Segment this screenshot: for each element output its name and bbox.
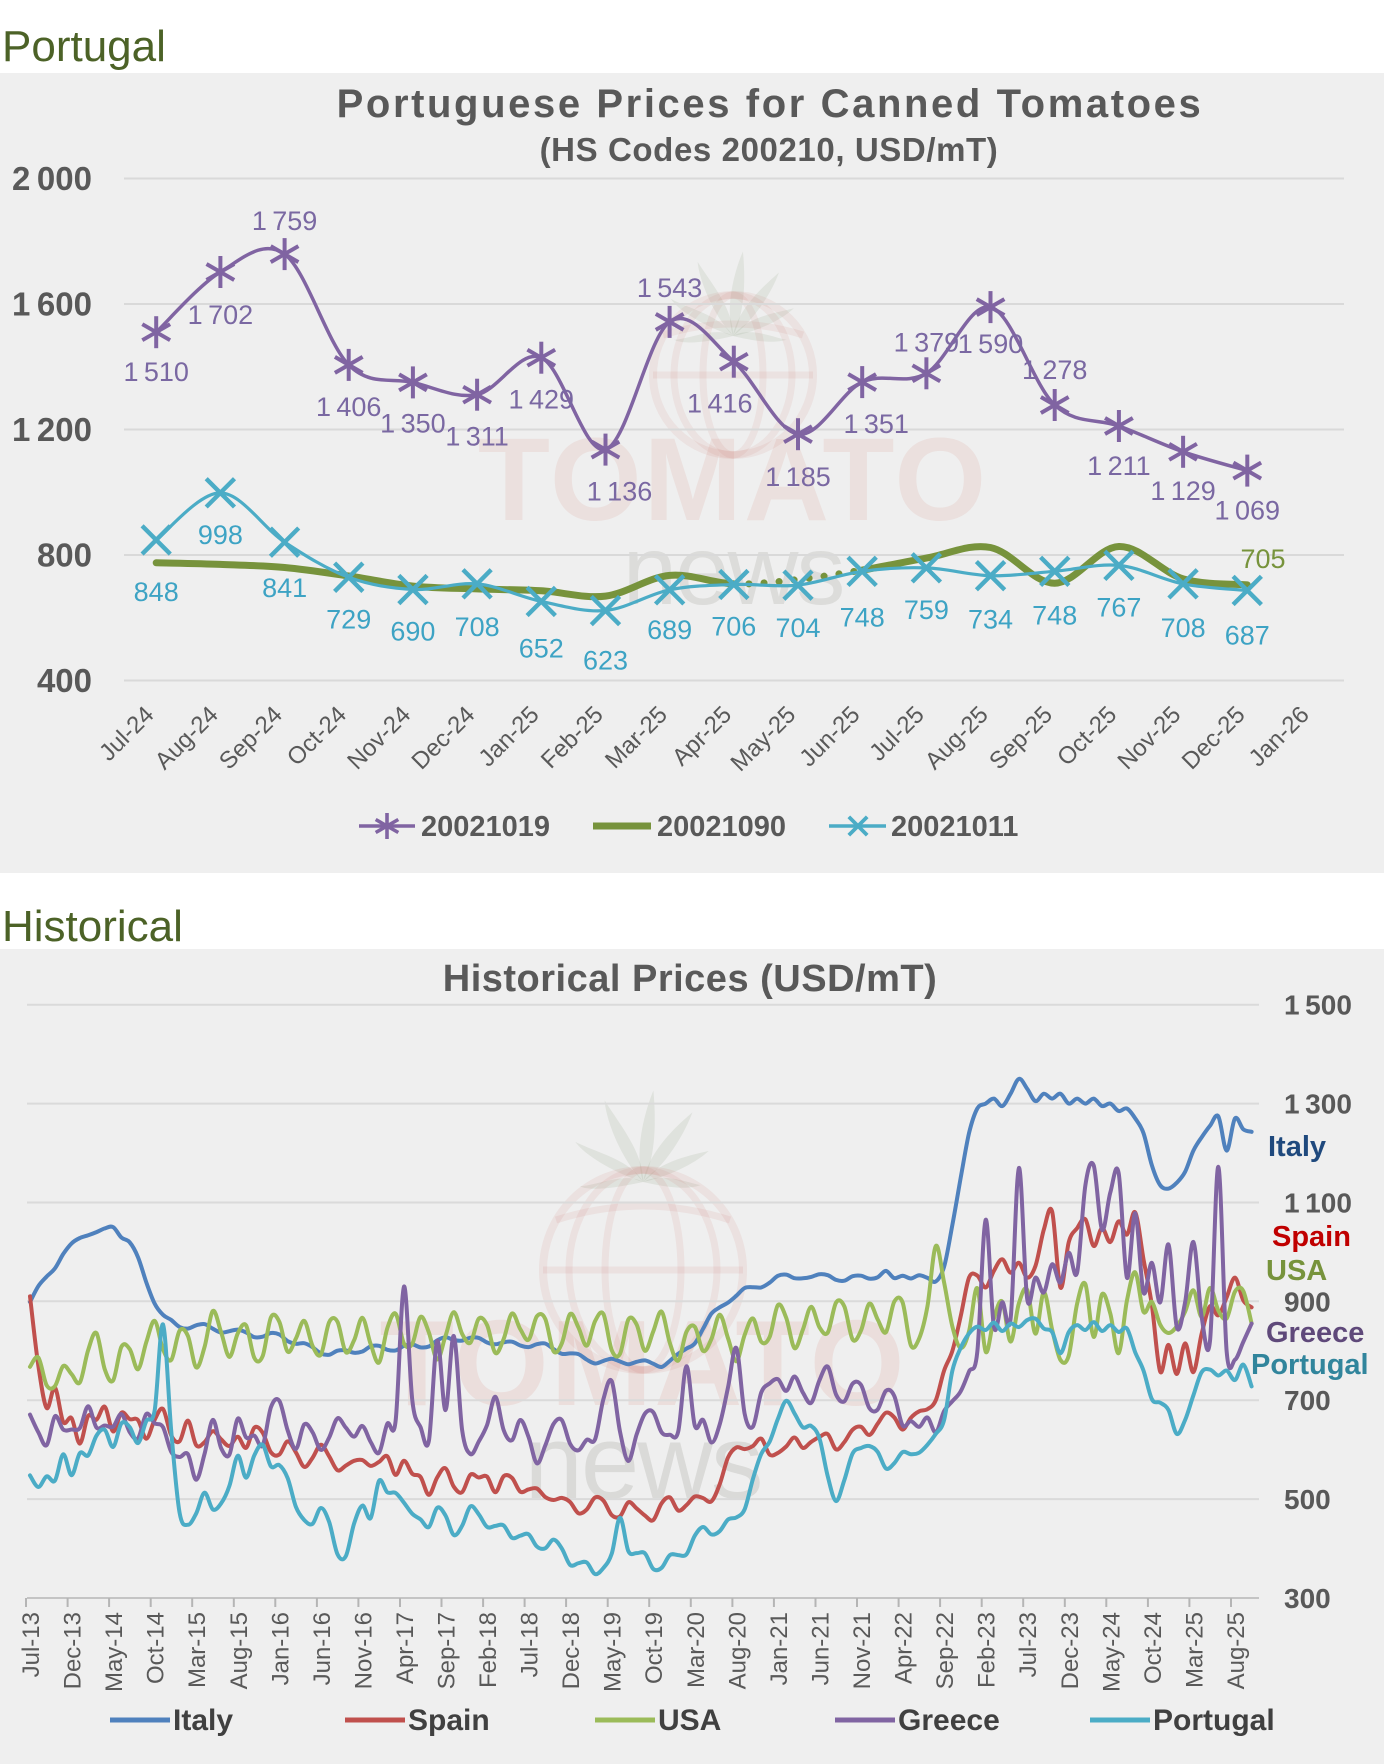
svg-text:1 129: 1 129 — [1150, 476, 1215, 506]
svg-text:1 759: 1 759 — [252, 206, 317, 236]
svg-text:841: 841 — [262, 573, 307, 603]
svg-text:(HS Codes 200210, USD/mT): (HS Codes 200210, USD/mT) — [540, 131, 999, 168]
svg-text:687: 687 — [1225, 621, 1270, 651]
svg-text:Italy: Italy — [173, 1704, 233, 1737]
svg-text:Aug-15: Aug-15 — [226, 1612, 253, 1689]
svg-text:Feb-23: Feb-23 — [974, 1612, 1001, 1688]
svg-text:800: 800 — [37, 537, 92, 574]
svg-text:1 351: 1 351 — [843, 409, 908, 439]
svg-text:704: 704 — [775, 613, 820, 643]
svg-text:848: 848 — [134, 577, 179, 607]
svg-text:Nov-16: Nov-16 — [350, 1612, 377, 1689]
svg-text:Mar-15: Mar-15 — [184, 1612, 211, 1688]
svg-text:news: news — [623, 515, 844, 625]
svg-text:1 600: 1 600 — [12, 286, 92, 323]
svg-text:1 278: 1 278 — [1022, 355, 1087, 385]
svg-text:700: 700 — [1284, 1385, 1331, 1416]
svg-text:Nov-21: Nov-21 — [849, 1612, 876, 1689]
svg-text:1 300: 1 300 — [1284, 1089, 1352, 1120]
svg-text:Dec-18: Dec-18 — [558, 1612, 585, 1689]
svg-text:1 200: 1 200 — [12, 411, 92, 448]
svg-text:TOMATO: TOMATO — [478, 414, 988, 546]
svg-text:Greece: Greece — [898, 1704, 1000, 1737]
svg-text:1 379: 1 379 — [894, 327, 959, 357]
svg-text:1 136: 1 136 — [587, 477, 652, 507]
svg-text:USA: USA — [658, 1704, 721, 1737]
svg-text:2 000: 2 000 — [12, 160, 92, 197]
svg-text:20021090: 20021090 — [657, 811, 786, 843]
svg-text:1 500: 1 500 — [1284, 990, 1352, 1021]
svg-text:998: 998 — [198, 520, 243, 550]
svg-text:400: 400 — [37, 662, 92, 699]
svg-text:USA: USA — [1266, 1255, 1327, 1287]
svg-text:Oct-14: Oct-14 — [143, 1612, 170, 1684]
svg-text:708: 708 — [455, 612, 500, 642]
svg-text:May-19: May-19 — [600, 1612, 627, 1692]
svg-text:Jul-18: Jul-18 — [517, 1612, 544, 1677]
svg-text:Jun-21: Jun-21 — [808, 1612, 835, 1685]
svg-text:1 510: 1 510 — [123, 357, 188, 387]
svg-text:Jun-16: Jun-16 — [309, 1612, 336, 1685]
svg-text:Sep-17: Sep-17 — [434, 1612, 461, 1689]
svg-text:20021011: 20021011 — [891, 811, 1018, 843]
svg-text:Jul-23: Jul-23 — [1015, 1612, 1042, 1677]
svg-text:1 100: 1 100 — [1284, 1188, 1352, 1219]
svg-text:Portugal: Portugal — [1153, 1704, 1275, 1737]
svg-text:Apr-22: Apr-22 — [891, 1612, 918, 1684]
svg-text:1 590: 1 590 — [958, 329, 1023, 359]
svg-text:Apr-17: Apr-17 — [392, 1612, 419, 1684]
svg-text:734: 734 — [968, 605, 1013, 635]
svg-text:690: 690 — [390, 617, 435, 647]
svg-text:748: 748 — [840, 602, 885, 632]
svg-text:652: 652 — [519, 633, 564, 663]
svg-text:1 350: 1 350 — [380, 408, 445, 438]
svg-text:689: 689 — [647, 615, 692, 645]
svg-text:1 543: 1 543 — [637, 273, 702, 303]
svg-text:Feb-18: Feb-18 — [475, 1612, 502, 1688]
svg-text:May-24: May-24 — [1098, 1612, 1125, 1692]
svg-text:Spain: Spain — [1272, 1221, 1351, 1253]
svg-text:1 429: 1 429 — [509, 385, 574, 415]
svg-text:Oct-19: Oct-19 — [641, 1612, 668, 1684]
svg-text:Portuguese Prices for Canned T: Portuguese Prices for Canned Tomatoes — [337, 82, 1204, 126]
svg-text:Italy: Italy — [1268, 1131, 1326, 1163]
svg-text:Historical Prices (USD/mT): Historical Prices (USD/mT) — [443, 958, 937, 1000]
svg-text:1 069: 1 069 — [1215, 496, 1280, 526]
svg-text:706: 706 — [711, 612, 756, 642]
svg-text:1 702: 1 702 — [188, 300, 253, 330]
svg-text:20021019: 20021019 — [421, 811, 550, 843]
svg-text:Sep-22: Sep-22 — [932, 1612, 959, 1689]
svg-text:1 416: 1 416 — [687, 389, 752, 419]
svg-text:767: 767 — [1096, 592, 1141, 622]
svg-text:Dec-23: Dec-23 — [1057, 1612, 1084, 1689]
svg-text:May-14: May-14 — [101, 1612, 128, 1692]
svg-text:Portugal: Portugal — [1251, 1349, 1369, 1381]
svg-text:900: 900 — [1284, 1286, 1331, 1317]
svg-text:Oct-24: Oct-24 — [1140, 1612, 1167, 1684]
svg-text:Dec-13: Dec-13 — [60, 1612, 87, 1689]
svg-text:748: 748 — [1032, 600, 1077, 630]
svg-text:Aug-25: Aug-25 — [1223, 1612, 1250, 1689]
svg-text:623: 623 — [583, 646, 628, 676]
svg-text:1 211: 1 211 — [1087, 451, 1150, 481]
svg-text:1 311: 1 311 — [445, 422, 508, 452]
svg-text:759: 759 — [904, 595, 949, 625]
svg-text:Mar-20: Mar-20 — [683, 1612, 710, 1688]
svg-text:708: 708 — [1161, 613, 1206, 643]
svg-text:500: 500 — [1284, 1484, 1331, 1515]
svg-text:Jul-13: Jul-13 — [18, 1612, 45, 1677]
svg-text:300: 300 — [1284, 1583, 1331, 1614]
svg-text:1 406: 1 406 — [316, 392, 381, 422]
svg-text:Jan-21: Jan-21 — [766, 1612, 793, 1685]
svg-text:Aug-20: Aug-20 — [724, 1612, 751, 1689]
svg-text:705: 705 — [1240, 544, 1285, 574]
svg-text:1 185: 1 185 — [765, 462, 830, 492]
svg-text:Mar-25: Mar-25 — [1181, 1612, 1208, 1688]
svg-text:Jan-16: Jan-16 — [267, 1612, 294, 1685]
svg-text:Greece: Greece — [1266, 1317, 1364, 1349]
svg-text:729: 729 — [326, 604, 371, 634]
svg-text:Spain: Spain — [408, 1704, 490, 1737]
